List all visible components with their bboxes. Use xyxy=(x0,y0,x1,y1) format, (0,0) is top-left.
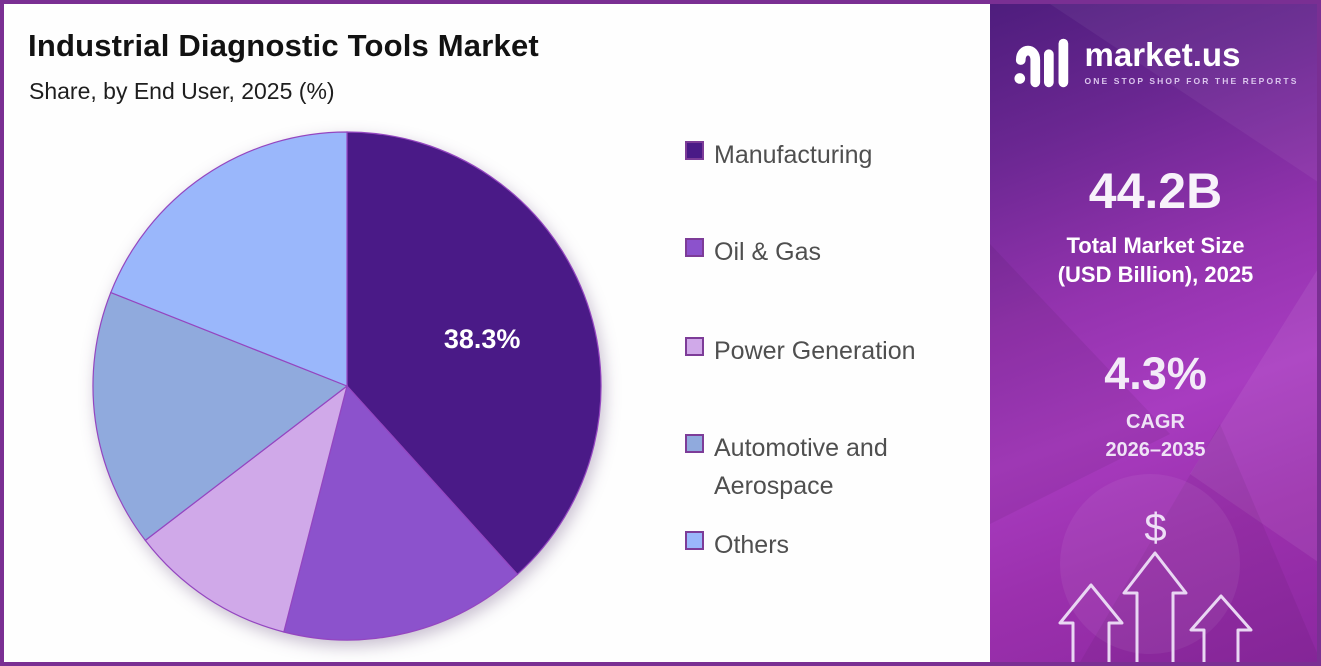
legend-swatch xyxy=(685,337,704,356)
legend: Manufacturing Oil & Gas Power Generation Au… xyxy=(685,4,985,662)
market-us-logo-icon xyxy=(1013,38,1068,88)
market-size-label: Total Market Size (USD Billion), 2025 xyxy=(990,232,1317,289)
growth-arrows-icon xyxy=(1058,551,1253,662)
legend-swatch xyxy=(685,434,704,453)
brand-logo: market.us ONE STOP SHOP FOR THE REPORTS xyxy=(990,34,1317,90)
dollar-icon: $ xyxy=(1144,506,1167,551)
page-title: Industrial Diagnostic Tools Market xyxy=(28,28,539,63)
pie-slice-5 xyxy=(110,131,348,387)
legend-swatch xyxy=(685,531,704,550)
pie-slice-1 xyxy=(346,131,602,576)
brand-name: market.us xyxy=(1084,36,1241,73)
pie-slice-3 xyxy=(144,384,349,633)
pie-slice-4 xyxy=(92,291,349,542)
cagr-value: 4.3% xyxy=(1104,348,1207,400)
brand-tagline: ONE STOP SHOP FOR THE REPORTS xyxy=(1084,76,1299,86)
page-subtitle: Share, by End User, 2025 (%) xyxy=(29,78,335,104)
cagr-label-line2: 2026–2035 xyxy=(1105,439,1206,462)
pie-slice-2 xyxy=(283,384,519,641)
legend-label: Automotive and Aerospace xyxy=(714,434,888,500)
market-size-value: 44.2B xyxy=(1088,163,1223,219)
cagr-label: CAGR 2026–2035 xyxy=(990,408,1317,464)
growth-arrow-icon xyxy=(1122,551,1188,662)
sidebar: market.us ONE STOP SHOP FOR THE REPORTS … xyxy=(990,4,1317,662)
cagr-label-line1: CAGR xyxy=(1126,411,1185,434)
pie-chart: 38.3% xyxy=(92,131,602,641)
legend-label: Others xyxy=(714,531,790,559)
legend-swatch xyxy=(685,238,704,257)
growth-arrow-icon xyxy=(1189,594,1253,662)
market-size-label-line1: Total Market Size xyxy=(1066,233,1245,258)
legend-label: Oil & Gas xyxy=(714,238,821,266)
legend-item: Others xyxy=(685,527,789,565)
legend-label: Power Generation xyxy=(714,337,916,365)
legend-item: Automotive and Aerospace xyxy=(685,430,949,505)
legend-item: Power Generation xyxy=(685,333,916,371)
chart-panel: Industrial Diagnostic Tools Market Share… xyxy=(4,4,994,662)
legend-label: Manufacturing xyxy=(714,141,873,169)
market-size-label-line2: (USD Billion), 2025 xyxy=(1057,261,1254,287)
pie-data-label: 38.3% xyxy=(444,324,521,354)
pie-chart-container: 38.3% xyxy=(87,122,607,650)
growth-arrow-icon xyxy=(1058,583,1124,662)
legend-swatch xyxy=(685,141,704,160)
legend-item: Manufacturing xyxy=(685,137,872,175)
legend-item: Oil & Gas xyxy=(685,234,821,272)
